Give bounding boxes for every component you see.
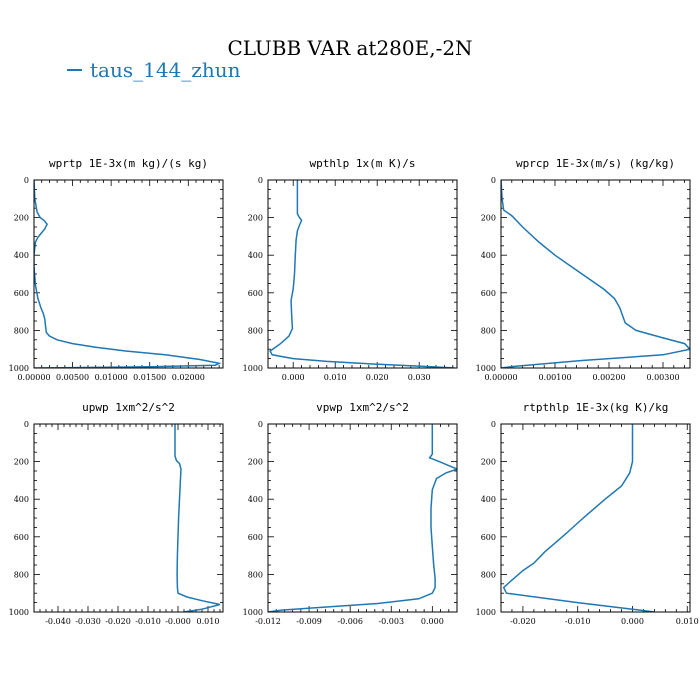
series-line: [501, 180, 690, 368]
y-tick-label: 400: [248, 495, 263, 504]
panel-title: wprcp 1E-3x(m/s) (kg/kg): [516, 157, 675, 170]
x-tick-label: -0.010: [565, 617, 591, 626]
legend-label: taus_144_zhun: [90, 58, 241, 82]
panel-6: rtpthlp 1E-3x(kg K)/kg 0 200 400 600 800 1000 -…: [476, 401, 699, 626]
y-tick-label: 0: [258, 176, 263, 185]
panel-4: upwp 1xm^2/s^2 0 200 400 600 800 1000 -0.040 -0.…: [9, 401, 224, 626]
x-tick-label: -0.012: [255, 617, 281, 626]
series-line: [174, 424, 221, 612]
plot-frame: [500, 423, 691, 613]
series-line: [268, 424, 457, 612]
y-tick-label: 800: [248, 326, 263, 335]
x-tick-label: 0.030: [408, 373, 431, 382]
y-tick-label: 1000: [476, 364, 496, 373]
x-tick-label: -0.006: [337, 617, 363, 626]
x-tick-label: -0.003: [378, 617, 404, 626]
x-tick-label: 0.010: [197, 617, 220, 626]
y-tick-label: 0: [258, 420, 263, 429]
plot-frame: [33, 423, 224, 613]
x-tick-label: 0.000: [421, 617, 444, 626]
y-tick-label: 200: [481, 458, 496, 467]
y-tick-label: 600: [248, 289, 263, 298]
panel-3: wprcp 1E-3x(m/s) (kg/kg) 0 200 400 600 800 100…: [476, 157, 691, 382]
y-tick-label: 200: [481, 214, 496, 223]
plot-frame: [500, 179, 691, 369]
y-tick-label: 600: [14, 533, 29, 542]
panel-title: upwp 1xm^2/s^2: [82, 401, 175, 414]
y-tick-label: 600: [248, 533, 263, 542]
plot-frame: [267, 423, 458, 613]
x-tick-label: -0.020: [105, 617, 131, 626]
x-tick-label: 0.00300: [646, 373, 679, 382]
y-tick-label: 400: [481, 495, 496, 504]
series-line: [502, 424, 655, 612]
x-tick-label: 0.00100: [538, 373, 571, 382]
y-tick-label: 200: [248, 458, 263, 467]
y-tick-label: 1000: [9, 364, 29, 373]
x-tick-label: 0.010: [676, 617, 699, 626]
y-tick-label: 800: [14, 326, 29, 335]
x-tick-label: -0.020: [510, 617, 536, 626]
x-tick-label: -0.030: [75, 617, 101, 626]
y-tick-label: 1000: [243, 364, 263, 373]
x-tick-label: 0.000: [621, 617, 644, 626]
panel-5: vpwp 1xm^2/s^2 0 200 400 600 800 1000-0.012 -0.…: [243, 401, 458, 626]
panel-title: wprtp 1E-3x(m kg)/(s kg): [49, 157, 208, 170]
panel-title: rtpthlp 1E-3x(kg K)/kg: [523, 401, 669, 414]
y-tick-label: 400: [481, 251, 496, 260]
plot-frame: [33, 179, 224, 369]
x-tick-label: 0.01500: [133, 373, 166, 382]
y-tick-label: 200: [248, 214, 263, 223]
y-tick-label: 800: [14, 570, 29, 579]
x-tick-label: -0.009: [296, 617, 322, 626]
panel-title: vpwp 1xm^2/s^2: [316, 401, 409, 414]
x-tick-label: 0.000: [282, 373, 305, 382]
y-tick-label: 400: [14, 495, 29, 504]
x-tick-label: -0.040: [45, 617, 71, 626]
y-tick-label: 400: [248, 251, 263, 260]
legend: taus_144_zhun: [67, 58, 241, 82]
x-tick-label: -0.000: [165, 617, 191, 626]
y-tick-label: 0: [24, 420, 29, 429]
y-tick-label: 1000: [476, 608, 496, 617]
y-tick-label: 0: [491, 420, 496, 429]
y-tick-label: 0: [491, 176, 496, 185]
y-tick-label: 800: [248, 570, 263, 579]
y-tick-label: 200: [14, 458, 29, 467]
x-tick-label: 0.00200: [592, 373, 625, 382]
y-tick-label: 600: [481, 533, 496, 542]
x-tick-label: 0.010: [324, 373, 347, 382]
y-tick-label: 600: [481, 289, 496, 298]
x-tick-label: 0.020: [366, 373, 389, 382]
y-tick-label: 200: [14, 214, 29, 223]
x-tick-label: 0.00000: [484, 373, 517, 382]
series-line: [34, 180, 222, 368]
y-tick-label: 800: [481, 326, 496, 335]
panel-1: wprtp 1E-3x(m kg)/(s kg) 0 200 400 600 800 100…: [9, 157, 224, 382]
x-tick-label: 0.00000: [17, 373, 50, 382]
x-tick-label: 0.02000: [172, 373, 205, 382]
plot-frame: [267, 179, 458, 369]
panels: wprtp 1E-3x(m kg)/(s kg) 0 200 400 600 800 100…: [9, 157, 699, 626]
panel-title: wpthlp 1x(m K)/s: [310, 157, 416, 170]
x-tick-label: -0.010: [135, 617, 161, 626]
y-tick-label: 1000: [9, 608, 29, 617]
x-tick-label: 0.00500: [56, 373, 89, 382]
series-line: [269, 180, 455, 368]
y-tick-label: 800: [481, 570, 496, 579]
panel-2: wpthlp 1x(m K)/s 0 200 400 600 800 1000 0.000 0.…: [243, 157, 458, 382]
y-tick-label: 600: [14, 289, 29, 298]
figure-title: CLUBB VAR at280E,-2N: [227, 36, 472, 60]
x-tick-label: 0.01000: [95, 373, 128, 382]
y-tick-label: 0: [24, 176, 29, 185]
y-tick-label: 400: [14, 251, 29, 260]
y-tick-label: 1000: [243, 608, 263, 617]
